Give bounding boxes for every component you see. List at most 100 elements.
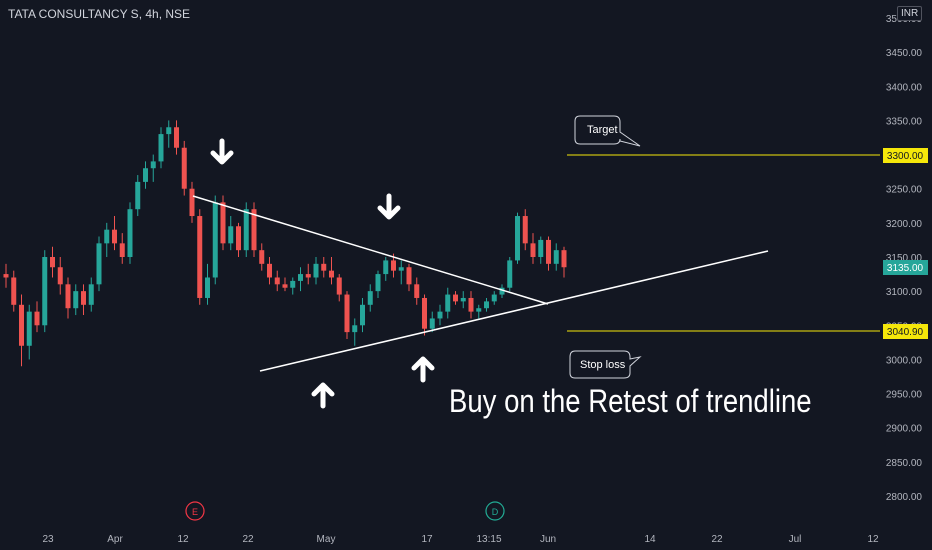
candle[interactable] <box>143 161 148 189</box>
candle[interactable] <box>50 246 55 278</box>
candle[interactable] <box>321 257 327 278</box>
price-tick-label: 3350.00 <box>886 116 923 127</box>
candle[interactable] <box>112 216 117 251</box>
candle[interactable] <box>329 257 334 285</box>
candle[interactable] <box>538 236 544 264</box>
candle[interactable] <box>19 294 24 367</box>
candle[interactable] <box>561 246 567 278</box>
candle[interactable] <box>228 216 234 251</box>
target-callout-label: Target <box>587 124 618 136</box>
earnings-event-marker[interactable]: E <box>185 501 205 521</box>
time-tick-label: 17 <box>421 534 433 545</box>
candle[interactable] <box>127 202 133 264</box>
svg-text:3135.00: 3135.00 <box>887 263 924 274</box>
candle[interactable] <box>135 175 141 217</box>
currency-badge[interactable]: INR <box>897 6 923 21</box>
candle[interactable] <box>34 301 40 333</box>
candle[interactable] <box>553 243 559 271</box>
candle[interactable] <box>11 270 17 312</box>
time-tick-label: Apr <box>107 534 123 545</box>
candle[interactable] <box>360 297 365 333</box>
candle[interactable] <box>150 154 156 182</box>
price-tick-label: 3000.00 <box>886 355 923 366</box>
candle[interactable] <box>336 274 342 302</box>
candle[interactable] <box>81 284 86 316</box>
last-price-label: 3135.00 <box>883 260 928 275</box>
candle[interactable] <box>251 202 257 257</box>
candle[interactable] <box>491 291 497 305</box>
candle[interactable] <box>313 257 319 285</box>
candlestick-series <box>3 120 567 367</box>
price-tick-label: 2950.00 <box>886 390 923 401</box>
candle[interactable] <box>476 304 482 319</box>
candle[interactable] <box>205 263 210 305</box>
candle[interactable] <box>220 195 226 251</box>
candle[interactable] <box>189 181 195 223</box>
stop-loss-callout[interactable]: Stop loss <box>569 350 642 379</box>
stop-loss-price-label: 3040.90 <box>883 324 928 339</box>
time-tick-label: 14 <box>644 534 656 545</box>
dividend-event-marker[interactable]: D <box>485 501 505 521</box>
candle[interactable] <box>522 209 528 251</box>
candle[interactable] <box>530 233 536 264</box>
candle[interactable] <box>259 243 265 271</box>
candle[interactable] <box>375 270 381 298</box>
candle[interactable] <box>398 260 404 285</box>
candle[interactable] <box>96 236 102 292</box>
candle[interactable] <box>367 284 373 312</box>
candle[interactable] <box>73 284 79 316</box>
up-arrow-icon <box>411 356 435 383</box>
price-tick-label: 3150.00 <box>886 253 923 264</box>
candle[interactable] <box>3 263 9 288</box>
candle[interactable] <box>243 202 249 257</box>
candle[interactable] <box>236 222 241 257</box>
candle[interactable] <box>305 263 311 285</box>
candle[interactable] <box>88 277 94 312</box>
candle[interactable] <box>422 294 427 336</box>
candle[interactable] <box>274 270 280 292</box>
candle[interactable] <box>26 304 32 360</box>
candle[interactable] <box>546 236 551 271</box>
chart-title: TATA CONSULTANCY S, 4h, NSE <box>8 7 191 21</box>
candle[interactable] <box>414 277 420 305</box>
stop-loss-callout-label: Stop loss <box>580 359 626 371</box>
candle[interactable] <box>267 257 272 285</box>
candle[interactable] <box>212 195 218 285</box>
descending-trendline[interactable] <box>192 195 549 305</box>
candle[interactable] <box>290 277 296 295</box>
candle[interactable] <box>445 287 451 319</box>
candle[interactable] <box>298 267 303 292</box>
candle[interactable] <box>197 209 203 305</box>
candle[interactable] <box>484 297 489 312</box>
candle[interactable] <box>65 277 71 319</box>
candle[interactable] <box>468 291 474 319</box>
down-arrow-icon <box>210 138 234 165</box>
up-arrow-icon <box>311 382 335 409</box>
candle[interactable] <box>437 304 443 326</box>
target-callout[interactable]: Target <box>574 115 641 147</box>
candle[interactable] <box>507 257 513 292</box>
time-tick-label: May <box>317 534 336 545</box>
candle[interactable] <box>515 212 520 264</box>
candle[interactable] <box>42 250 48 333</box>
candle[interactable] <box>104 222 110 257</box>
price-tick-label: 3100.00 <box>886 287 923 298</box>
candle[interactable] <box>352 318 358 346</box>
candle[interactable] <box>166 120 172 148</box>
candle[interactable] <box>460 291 466 309</box>
candle[interactable] <box>181 140 187 196</box>
candle[interactable] <box>383 257 389 281</box>
candle[interactable] <box>429 311 435 333</box>
candle[interactable] <box>119 233 125 264</box>
candle[interactable] <box>158 127 164 169</box>
candle[interactable] <box>499 284 505 298</box>
candle[interactable] <box>57 257 63 295</box>
candle[interactable] <box>344 291 350 339</box>
candle[interactable] <box>453 291 458 305</box>
ascending-trendline[interactable] <box>259 250 769 372</box>
candle[interactable] <box>174 120 179 155</box>
svg-text:3300.00: 3300.00 <box>887 151 924 162</box>
candle[interactable] <box>282 277 288 292</box>
candle[interactable] <box>406 263 412 292</box>
